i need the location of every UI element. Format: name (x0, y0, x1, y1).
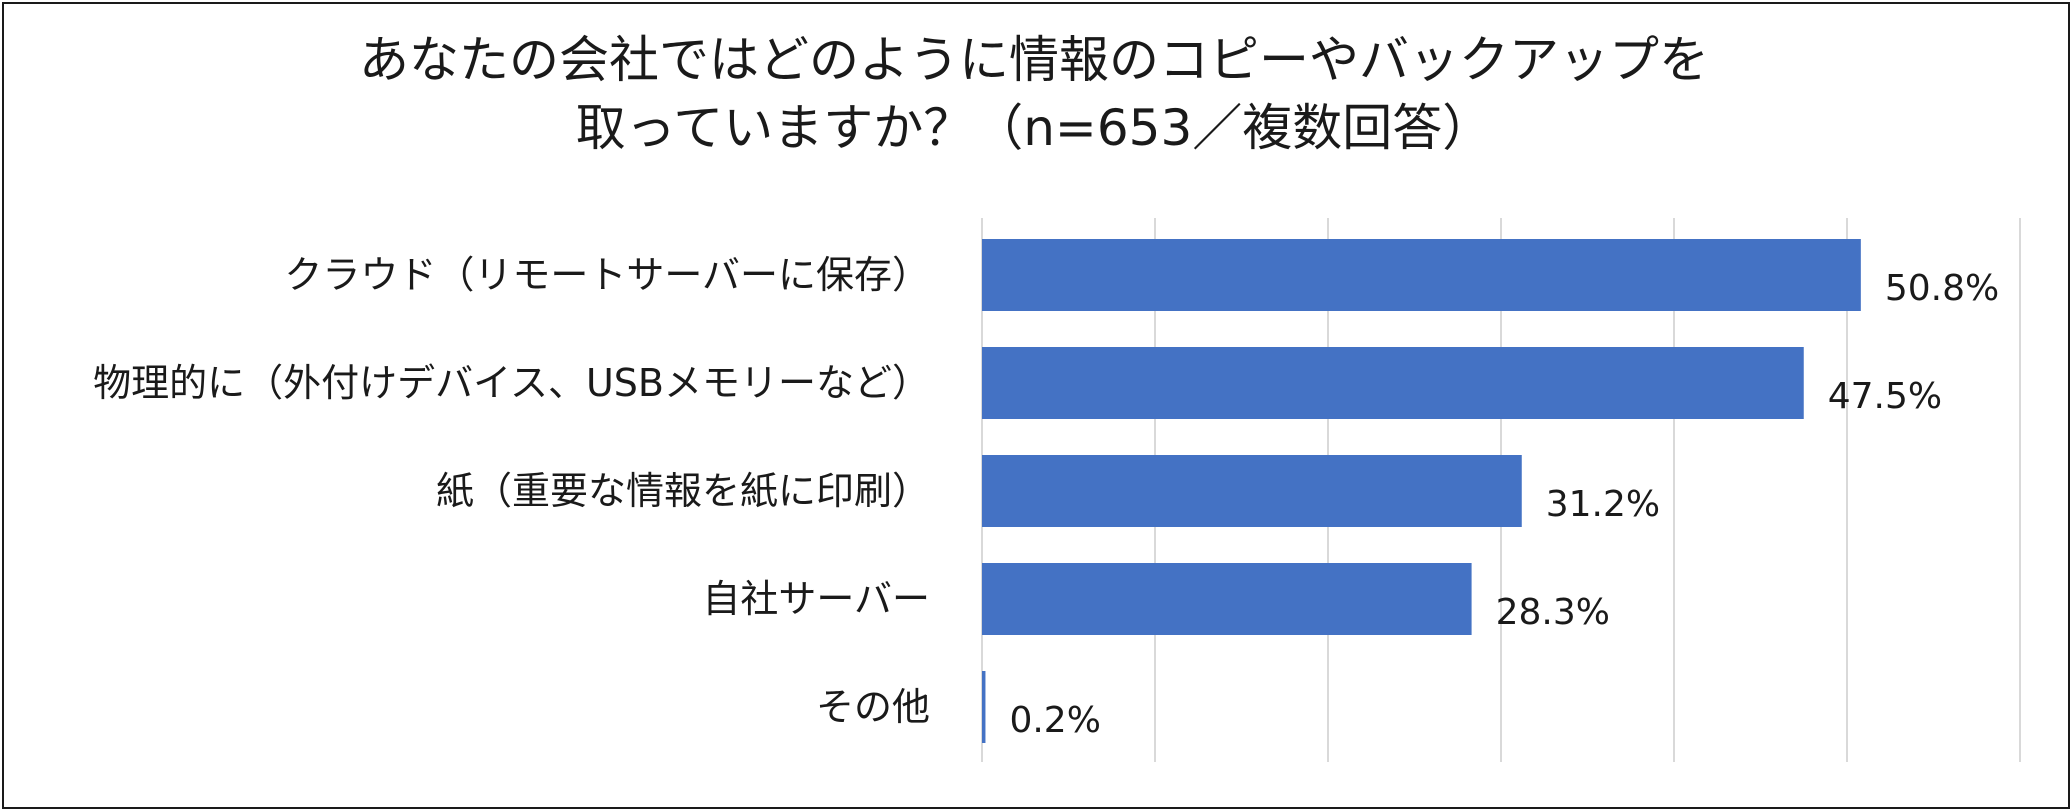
category-label-4: その他 (816, 685, 930, 729)
value-label-3: 28.3% (1496, 592, 1610, 633)
category-label-1: 物理的に（外付けデバイス、USBメモリーなど） (93, 361, 930, 405)
chart-title-line-1: あなたの会社ではどのように情報のコピーやバックアップを (359, 31, 1709, 89)
chart-title-line-2: 取っていますか？（n=653／複数回答） (575, 99, 1493, 157)
bar-2 (982, 455, 1522, 527)
value-label-4: 0.2% (1009, 700, 1100, 741)
chart-title: あなたの会社ではどのように情報のコピーやバックアップを 取っていますか？（n=6… (0, 26, 2068, 162)
category-label-3: 自社サーバー (702, 577, 930, 621)
bar-0 (982, 239, 1861, 311)
bar-3 (982, 563, 1472, 635)
bar-4 (982, 671, 986, 743)
value-label-0: 50.8% (1885, 268, 1999, 309)
category-label-0: クラウド（リモートサーバーに保存） (284, 253, 930, 297)
value-label-2: 31.2% (1546, 484, 1660, 525)
category-label-2: 紙（重要な情報を紙に印刷） (436, 469, 930, 513)
bar-1 (982, 347, 1804, 419)
value-label-1: 47.5% (1828, 376, 1942, 417)
